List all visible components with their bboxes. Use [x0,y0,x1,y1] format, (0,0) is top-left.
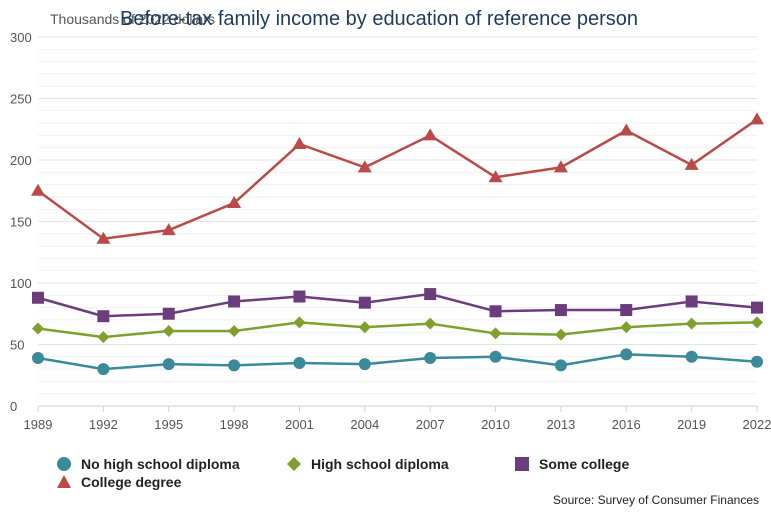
x-tick-label: 2016 [612,417,641,432]
y-tick-label: 150 [10,215,32,230]
data-point [228,324,241,337]
data-point [32,322,44,335]
x-tick-label: 2010 [481,417,510,432]
circle-marker-icon [57,457,71,471]
y-tick-label: 200 [10,153,32,168]
data-point [357,160,372,173]
diamond-marker-icon [287,457,301,471]
data-point [620,348,633,361]
data-point [227,196,242,209]
triangle-marker-icon [57,475,71,488]
legend-item-no-high-school: No high school diploma [55,455,240,473]
series-line [37,118,758,241]
y-tick-label: 250 [10,92,32,107]
data-point [750,112,764,125]
series-3 [31,112,764,244]
data-point [31,183,45,196]
data-point [424,317,437,330]
data-point [32,352,44,365]
x-tick-label: 2013 [546,417,575,432]
legend-label: High school diploma [311,456,449,472]
data-point [228,359,241,372]
data-point [553,160,568,173]
legend-item-college-degree: College degree [55,473,181,491]
data-point [358,296,371,309]
data-point [424,352,437,365]
data-point [358,358,371,371]
data-point [751,355,763,368]
source-note: Source: Survey of Consumer Finances [552,493,759,507]
legend-label: Some college [539,456,630,472]
line-chart: 0 50 100 150 200 250 300 1989 1992 1995 1998 2001 20… [10,30,771,432]
data-point [293,356,306,369]
gridlines [38,36,757,407]
data-point [684,157,699,170]
data-point [424,288,437,301]
x-tick-label: 1989 [24,417,53,432]
series-1 [32,316,763,344]
data-point [32,291,44,304]
x-tick-label: 2004 [350,417,379,432]
data-point [554,359,567,372]
data-point [293,290,306,303]
legend-label: College degree [81,474,182,490]
x-tick-label: 2019 [677,417,706,432]
x-tick-label: 1995 [154,417,183,432]
data-point [685,350,698,363]
axes: 0 50 100 150 200 250 300 1989 1992 1995 1998 2001 20… [10,30,771,432]
data-point [293,316,306,329]
data-point [358,321,371,334]
data-point [97,310,110,323]
data-point [751,301,763,314]
data-point [228,295,241,308]
data-point [619,123,634,136]
data-point [554,304,567,317]
data-point [489,327,502,340]
x-tick-label: 2022 [743,417,771,432]
data-point [97,331,110,344]
data-point [685,295,698,308]
series-2 [32,288,763,323]
data-point [162,358,175,371]
y-tick-label: 0 [10,399,17,414]
series-lines [31,112,764,376]
square-marker-icon [515,457,529,471]
data-point [620,304,633,317]
y-tick-label: 50 [10,338,24,353]
data-point [554,328,567,341]
data-point [489,350,502,363]
data-point [162,307,175,320]
data-point [751,316,763,329]
data-point [423,128,438,141]
data-point [292,137,307,150]
data-point [97,363,110,376]
data-point [685,317,698,330]
x-tick-label: 1998 [220,417,249,432]
series-line [37,292,758,318]
x-tick-label: 2007 [416,417,445,432]
series-line [37,321,758,339]
data-point [161,223,176,236]
y-axis-unit-label: Thousands of 2022 dollars [50,11,215,27]
legend-label: No high school diploma [81,456,240,472]
data-point [620,321,633,334]
legend-item-high-school: High school diploma [285,455,449,473]
data-point [489,305,502,318]
chart-title: Before-tax family income by education of… [120,8,639,30]
data-point [96,231,111,244]
x-tick-label: 1992 [89,417,118,432]
legend-item-some-college: Some college [513,455,629,473]
data-point [162,324,175,337]
y-tick-label: 100 [10,276,32,291]
data-point [488,170,503,183]
x-tick-label: 2001 [285,417,314,432]
series-0 [32,348,763,376]
series-line [37,353,758,371]
y-tick-label: 300 [10,30,32,45]
